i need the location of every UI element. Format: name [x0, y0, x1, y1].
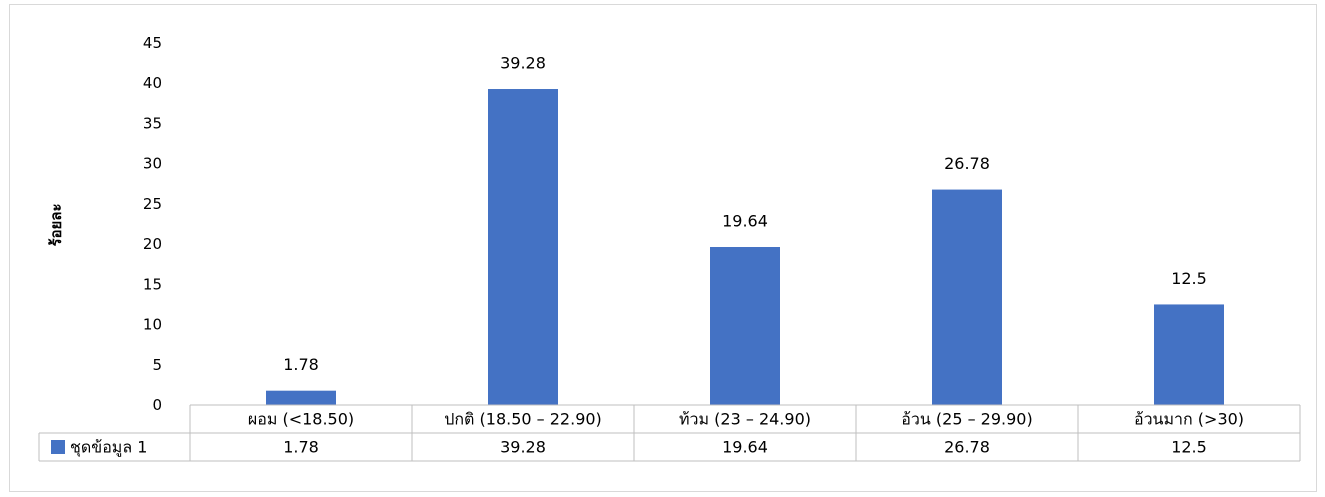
y-axis-ticks: 0 5 10 15 20 25 30 35 40 45	[143, 34, 162, 414]
data-label: 19.64	[722, 212, 768, 231]
category-label: อ้วนมาก (>30)	[1134, 410, 1244, 429]
data-label: 1.78	[283, 355, 319, 374]
table-value: 19.64	[722, 438, 768, 457]
table-value: 1.78	[283, 438, 319, 457]
y-tick-label: 45	[143, 34, 162, 52]
legend-key	[51, 440, 65, 454]
bar	[488, 89, 558, 405]
chart-frame	[9, 4, 1317, 492]
y-tick-label: 20	[143, 235, 162, 253]
table-value: 26.78	[944, 438, 990, 457]
y-tick-label: 10	[143, 316, 162, 334]
y-tick-label: 15	[143, 275, 162, 293]
category-label: ท้วม (23 – 24.90)	[679, 410, 811, 429]
data-label: 26.78	[944, 154, 990, 173]
y-tick-label: 0	[152, 396, 162, 414]
category-label: อ้วน (25 – 29.90)	[901, 410, 1032, 429]
y-tick-label: 25	[143, 195, 162, 213]
bar	[266, 390, 336, 405]
bar	[1154, 304, 1224, 405]
y-tick-label: 35	[143, 114, 162, 132]
bar	[710, 247, 780, 405]
bars	[266, 89, 1224, 405]
legend-label: ชุดข้อมูล 1	[70, 438, 147, 458]
data-labels: 1.78 39.28 19.64 26.78 12.5	[283, 54, 1207, 375]
table-value: 12.5	[1171, 438, 1207, 457]
bar	[932, 189, 1002, 405]
y-tick-label: 30	[143, 155, 162, 173]
y-axis-title: ร้อยละ	[47, 203, 65, 246]
data-label: 39.28	[500, 54, 546, 73]
table-value: 39.28	[500, 438, 546, 457]
data-label: 12.5	[1171, 269, 1207, 288]
data-table: ผอม (<18.50) 1.78 ปกติ (18.50 – 22.90) 39.2…	[38, 404, 1301, 462]
category-label: ปกติ (18.50 – 22.90)	[444, 410, 602, 429]
category-label: ผอม (<18.50)	[248, 410, 354, 429]
y-tick-label: 40	[143, 74, 162, 92]
y-tick-label: 5	[152, 356, 162, 374]
